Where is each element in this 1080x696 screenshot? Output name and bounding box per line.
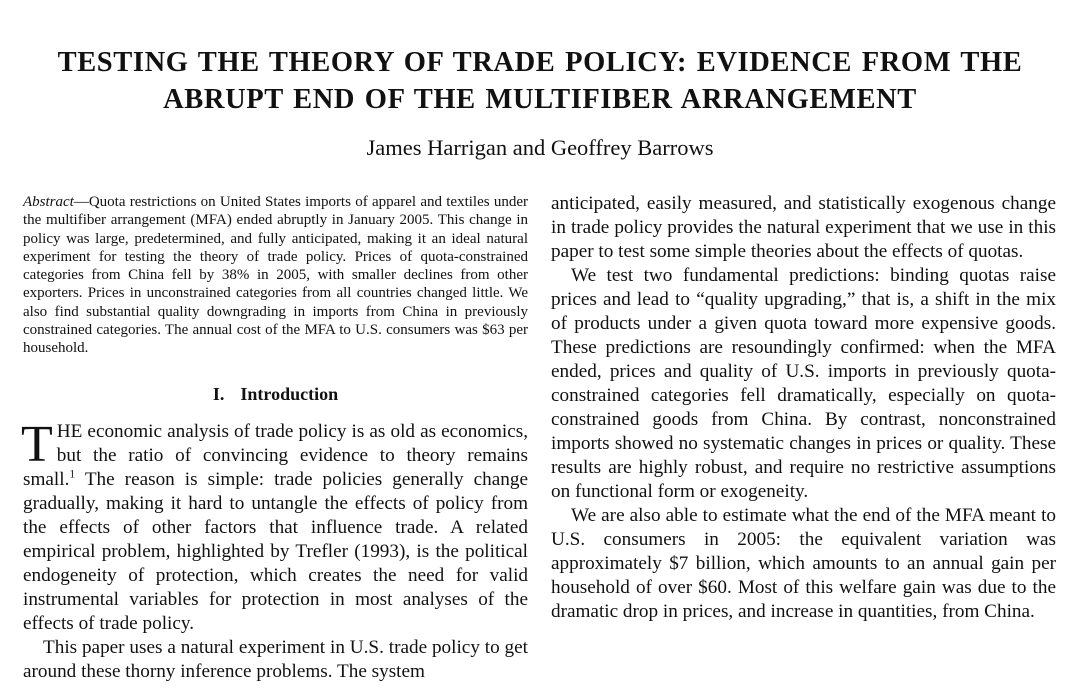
paragraph-continued: anticipated, easily measured, and statis… [551, 193, 1056, 262]
abstract-text: —Quota restrictions on United States imp… [23, 194, 528, 357]
paragraph-welfare: We are also able to estimate what the en… [551, 505, 1056, 622]
section-number: I. [212, 383, 225, 404]
paper-title: TESTING THE THEORY OF TRADE POLICY: EVID… [0, 44, 1080, 118]
intro-paragraph-2: This paper uses a natural experiment in … [23, 636, 528, 682]
drop-cap: T [21, 415, 53, 473]
abstract: Abstract—Quota restrictions on United St… [23, 193, 528, 358]
abstract-label: Abstract [23, 194, 74, 210]
left-column: Abstract—Quota restrictions on United St… [21, 193, 528, 684]
intro-paragraph-1-end: The reason is simple: trade policies gen… [23, 468, 528, 634]
intro-paragraph-1: T HE economic analysis of trade policy is… [21, 415, 528, 636]
right-column: anticipated, easily measured, and statis… [551, 192, 1056, 624]
title-line-1: TESTING THE THEORY OF TRADE POLICY: EVID… [57, 47, 1023, 78]
paragraph-predictions: We test two fundamental predictions: bin… [551, 265, 1056, 502]
intro-paragraph-1-start: HE economic analysis of trade policy is … [23, 420, 528, 490]
title-line-2: ABRUPT END OF THE MULTIFIBER ARRANGEMENT [163, 84, 917, 115]
footnote-marker[interactable]: 1 [69, 468, 76, 481]
section-title: Introduction [240, 383, 339, 404]
section-heading: I. Introduction [23, 383, 528, 405]
authors: James Harrigan and Geoffrey Barrows [366, 135, 714, 160]
